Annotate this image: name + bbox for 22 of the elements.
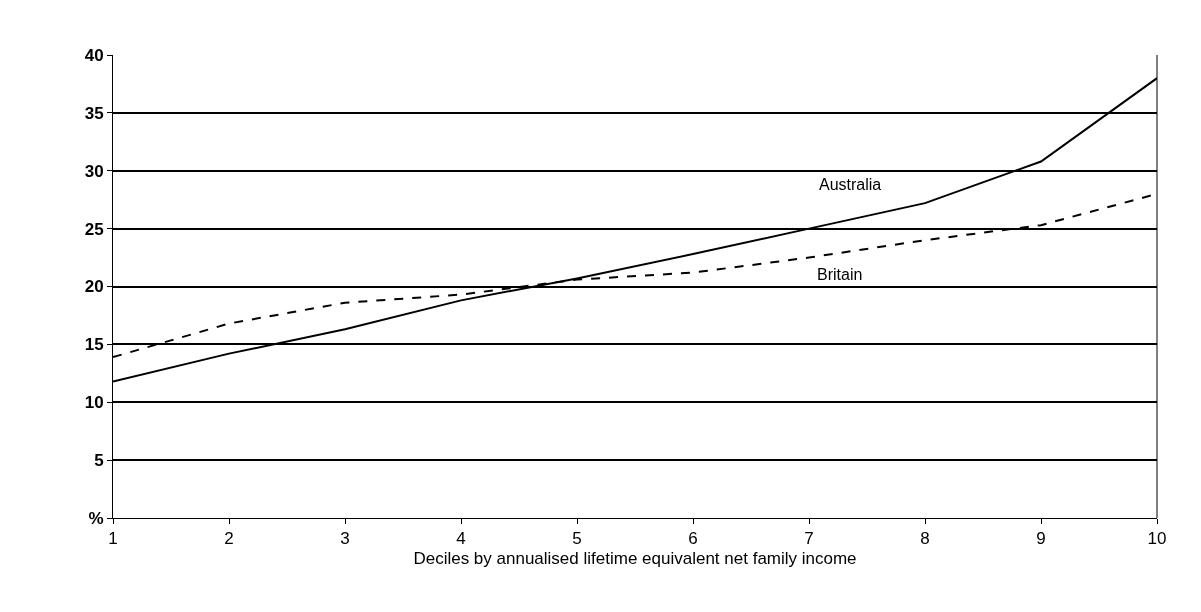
y-tick-label: 30: [84, 161, 104, 181]
y-tick-label: 10: [84, 393, 104, 413]
x-tick-label: 6: [688, 529, 698, 549]
x-tick-label: 7: [804, 529, 814, 549]
series-label: Britain: [817, 266, 863, 283]
x-tick-label: 8: [920, 529, 930, 549]
x-tick-label: 4: [456, 529, 466, 549]
x-tick-label: 9: [1036, 529, 1046, 549]
x-tick-label: 2: [224, 529, 234, 549]
y-tick-label: 20: [84, 277, 104, 297]
y-tick-label: 40: [84, 45, 104, 65]
y-tick-label: 5: [94, 451, 104, 471]
x-tick-label: 1: [108, 529, 118, 549]
series-label: Australia: [819, 176, 882, 193]
x-axis-title: Deciles by annualised lifetime equivalent net family income: [413, 548, 857, 568]
x-tick-label: 10: [1147, 529, 1167, 549]
y-tick-label: 15: [84, 335, 104, 355]
y-tick-label: %: [88, 508, 104, 528]
x-tick-label: 5: [572, 529, 582, 549]
x-tick-label: 3: [340, 529, 350, 549]
y-tick-label: 25: [84, 219, 104, 239]
y-tick-label: 35: [84, 103, 104, 123]
